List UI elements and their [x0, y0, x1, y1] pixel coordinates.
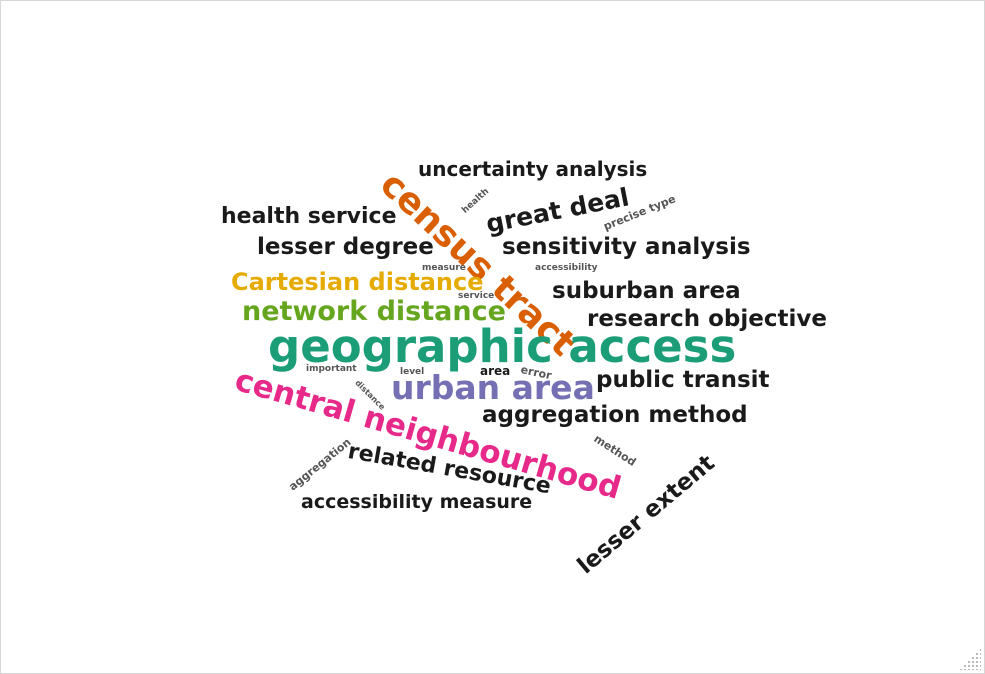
word-aggregation-method: aggregation method: [482, 402, 748, 428]
word-health-service: health service: [221, 204, 397, 229]
word-lesser-degree: lesser degree: [257, 234, 434, 260]
word-important: important: [306, 364, 357, 374]
word-method: method: [591, 432, 639, 469]
word-sensitivity-analysis: sensitivity analysis: [502, 234, 751, 260]
word-service: service: [458, 291, 495, 301]
word-suburban-area: suburban area: [552, 278, 741, 304]
word-measure: measure: [422, 263, 466, 273]
word-network-distance: network distance: [242, 296, 506, 327]
word-level: level: [400, 367, 425, 377]
word-urban-area: urban area: [391, 368, 595, 407]
word-accessibility-measure: accessibility measure: [301, 491, 533, 513]
word-area: area: [480, 364, 511, 378]
word-accessibility: accessibility: [535, 263, 598, 273]
word-public-transit: public transit: [596, 367, 770, 393]
word-aggregation: aggregation: [286, 435, 354, 494]
word-uncertainty-analysis: uncertainty analysis: [418, 157, 648, 181]
word-cartesian-distance: Cartesian distance: [231, 268, 484, 296]
word-research-objective: research objective: [587, 306, 827, 332]
word-geographic-access: geographic access: [268, 320, 737, 373]
